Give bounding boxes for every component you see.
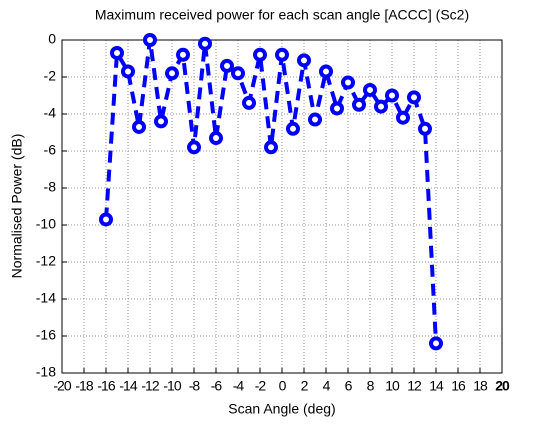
data-point xyxy=(407,90,421,105)
x-tick-label: 8 xyxy=(367,378,375,394)
y-tick-label: -4 xyxy=(44,105,57,121)
x-tick-label: -4 xyxy=(233,378,245,394)
x-tick-label: 2 xyxy=(301,378,309,394)
chart-title: Maximum received power for each scan ang… xyxy=(95,7,469,23)
x-tick-label: -18 xyxy=(75,378,93,394)
y-tick-label: -12 xyxy=(36,253,56,269)
data-point xyxy=(363,82,377,97)
x-tick-label: 16 xyxy=(451,378,466,394)
x-tick-label: -10 xyxy=(163,378,181,394)
x-tick-label: -8 xyxy=(189,378,201,394)
data-point xyxy=(176,47,190,62)
y-tick-label: -14 xyxy=(36,290,56,306)
x-axis-label: Scan Angle (deg) xyxy=(228,401,335,417)
x-tick-label: -2 xyxy=(255,378,267,394)
data-point xyxy=(396,110,410,125)
x-tick-label: 10 xyxy=(385,378,400,394)
data-point xyxy=(231,66,245,81)
x-tick-label: 12 xyxy=(407,378,422,394)
data-point xyxy=(110,45,124,60)
data-point xyxy=(418,121,432,136)
y-tick-label: -16 xyxy=(36,327,56,343)
data-point xyxy=(187,140,201,155)
data-point xyxy=(297,53,311,68)
x-tick-label: 14 xyxy=(429,378,444,394)
x-tick-label: -16 xyxy=(97,378,115,394)
data-point xyxy=(253,47,267,62)
data-point xyxy=(264,140,278,155)
data-point xyxy=(143,33,157,47)
data-point xyxy=(308,112,322,127)
x-tick-label: 20 xyxy=(495,378,510,394)
data-point xyxy=(385,88,399,103)
data-point xyxy=(275,47,289,62)
x-tick-label: -14 xyxy=(119,378,137,394)
data-point xyxy=(165,66,179,81)
data-point xyxy=(198,36,212,51)
data-point xyxy=(121,64,135,79)
data-point xyxy=(330,101,344,116)
data-point xyxy=(154,114,168,129)
plot-frame xyxy=(61,39,503,374)
y-tick-label: 0 xyxy=(48,31,56,47)
data-point xyxy=(286,121,300,136)
y-axis-label: Normalised Power (dB) xyxy=(9,134,25,279)
data-point xyxy=(374,99,388,114)
data-point xyxy=(132,119,146,134)
y-tick-label: -2 xyxy=(44,68,57,84)
data-point xyxy=(99,212,113,227)
x-tick-label: -20 xyxy=(53,378,71,394)
x-tick-label: 0 xyxy=(279,378,287,394)
x-tick-label: 4 xyxy=(323,378,331,394)
x-tick-label: 18 xyxy=(473,378,488,394)
y-tick-label: -6 xyxy=(44,142,57,158)
data-point xyxy=(220,58,234,73)
y-tick-label: -8 xyxy=(44,179,57,195)
x-tick-label: -12 xyxy=(141,378,159,394)
x-tick-label: 6 xyxy=(345,378,353,394)
y-tick-label: -18 xyxy=(36,364,56,380)
y-tick-label: -10 xyxy=(36,216,56,232)
data-point xyxy=(319,64,333,79)
data-point xyxy=(429,336,443,351)
data-point xyxy=(341,75,355,90)
x-tick-label: -6 xyxy=(211,378,223,394)
data-point xyxy=(209,131,223,146)
data-point xyxy=(352,97,366,112)
data-point xyxy=(242,95,256,110)
